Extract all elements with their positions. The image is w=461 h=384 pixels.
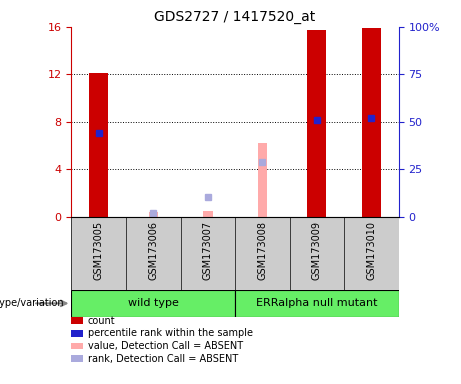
Text: GSM173008: GSM173008 <box>257 220 267 280</box>
Bar <box>258 143 267 217</box>
Title: GDS2727 / 1417520_at: GDS2727 / 1417520_at <box>154 10 316 25</box>
Text: ERRalpha null mutant: ERRalpha null mutant <box>256 298 378 308</box>
Bar <box>203 211 213 217</box>
Bar <box>148 212 158 217</box>
Text: GSM173009: GSM173009 <box>312 220 322 280</box>
Text: value, Detection Call = ABSENT: value, Detection Call = ABSENT <box>88 341 242 351</box>
Text: GSM173006: GSM173006 <box>148 220 158 280</box>
Text: wild type: wild type <box>128 298 179 308</box>
Text: rank, Detection Call = ABSENT: rank, Detection Call = ABSENT <box>88 354 238 364</box>
Bar <box>307 30 326 217</box>
Text: GSM173007: GSM173007 <box>203 220 213 280</box>
Bar <box>362 28 381 217</box>
Text: GSM173005: GSM173005 <box>94 220 104 280</box>
Bar <box>71 290 235 317</box>
Text: genotype/variation: genotype/variation <box>0 298 65 308</box>
Text: percentile rank within the sample: percentile rank within the sample <box>88 328 253 338</box>
Bar <box>89 73 108 217</box>
Bar <box>235 290 399 317</box>
Text: count: count <box>88 316 115 326</box>
Text: GSM173010: GSM173010 <box>366 220 377 280</box>
